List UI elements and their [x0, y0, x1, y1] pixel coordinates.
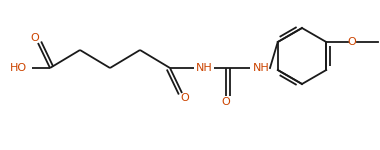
Text: O: O [348, 37, 356, 47]
Text: NH: NH [196, 63, 212, 73]
Text: O: O [180, 93, 189, 103]
Text: O: O [222, 97, 230, 107]
Text: NH: NH [253, 63, 269, 73]
Text: HO: HO [10, 63, 27, 73]
Text: O: O [31, 33, 40, 43]
